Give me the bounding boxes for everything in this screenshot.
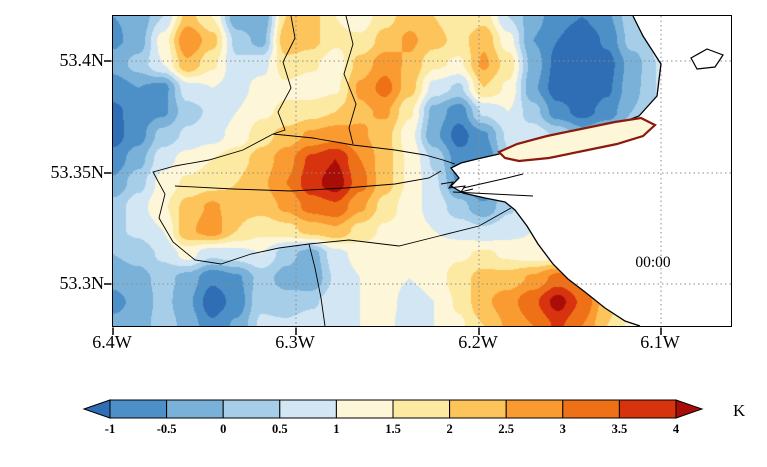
map-overlay	[104, 15, 731, 335]
sea-fill	[451, 16, 731, 326]
colorbar-tick-label: 4	[673, 422, 680, 436]
colorbar-segment	[505, 399, 564, 419]
colorbar-segment	[618, 399, 677, 419]
x-tick-label-6-4w: 6.4W	[92, 332, 132, 352]
colorbar-segment	[166, 399, 224, 419]
sandspit	[462, 173, 524, 189]
colorbar-tick-label: 1	[333, 422, 339, 436]
colorbar-tick-label: 2.5	[498, 422, 514, 436]
x-tick-label-6-3w: 6.3W	[275, 332, 315, 352]
colorbar-tick-label: 1.5	[385, 422, 401, 436]
colorbar-unit-label: K	[733, 401, 746, 420]
colorbar-tick-label: 3	[560, 422, 566, 436]
colorbar-tick-label: 0.5	[272, 422, 288, 436]
colorbar-tick-label: 0	[220, 422, 226, 436]
sandspit	[440, 181, 474, 193]
colorbar-arrow-high	[675, 399, 704, 419]
county-border	[343, 15, 357, 145]
island	[690, 48, 724, 70]
county-border	[152, 15, 512, 265]
y-tick-label-53-35n: 53.35N	[50, 162, 105, 182]
colorbar-tick-label: -0.5	[157, 422, 177, 436]
colorbar-segment	[335, 399, 394, 419]
sandspit	[452, 191, 534, 197]
colorbar-segment	[222, 399, 281, 419]
x-tick-label-6-1w: 6.1W	[640, 332, 680, 352]
y-tick-label-53-4n: 53.4N	[59, 50, 105, 70]
x-tick-label-6-2w: 6.2W	[458, 332, 498, 352]
colorbar: -1 -0.5 0 0.5 1 1.5 2 2.5 3 3.5 4	[82, 399, 704, 436]
y-tick-label-53-3n: 53.3N	[59, 273, 105, 293]
county-border	[174, 170, 442, 192]
colorbar-segment	[279, 399, 337, 419]
colorbar-tick-label: -1	[105, 422, 115, 436]
colorbar-segment	[109, 399, 168, 419]
county-border	[308, 243, 326, 327]
colorbar-segment	[392, 399, 451, 419]
county-border	[272, 133, 456, 165]
howth-peninsula	[497, 116, 657, 163]
colorbar-segment	[449, 399, 507, 419]
colorbar-tick-label: 3.5	[612, 422, 628, 436]
colorbar-segment	[562, 399, 620, 419]
map-plot: 00:00	[104, 15, 732, 335]
colorbar-tick-label: 2	[446, 422, 452, 436]
colorbar-arrow-low	[82, 399, 111, 419]
timestamp: 00:00	[635, 254, 671, 271]
